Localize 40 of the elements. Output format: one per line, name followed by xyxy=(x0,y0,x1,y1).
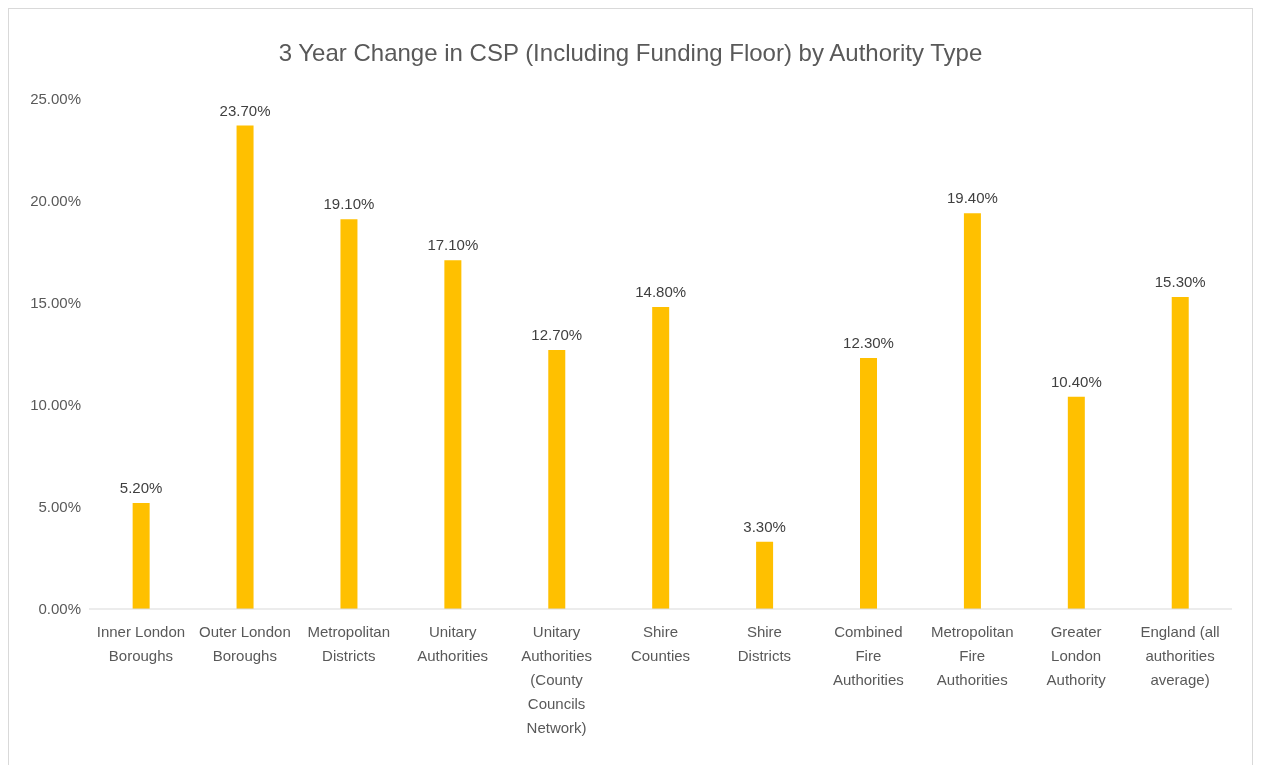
x-tick-label: Shire Counties xyxy=(630,623,691,664)
y-tick-label: 10.00% xyxy=(30,396,81,414)
bar xyxy=(236,125,254,609)
y-tick-label: 0.00% xyxy=(38,600,81,618)
x-tick-label: Unitary Authorities (County Councils Network) xyxy=(521,623,593,736)
y-tick-label: 15.00% xyxy=(30,294,81,312)
bar xyxy=(652,307,670,609)
bar xyxy=(444,260,462,609)
x-tick-label: Combined Fire Authorities xyxy=(832,623,904,688)
data-label: 12.70% xyxy=(531,325,583,343)
bar xyxy=(756,541,774,609)
x-tick-label: England (all authorities average) xyxy=(1140,623,1220,688)
x-tick-label: Metropolitan Fire Authorities xyxy=(930,623,1014,688)
data-label: 19.40% xyxy=(946,189,998,207)
x-tick-label: Unitary Authorities xyxy=(417,623,489,664)
x-tick-label: Shire Districts xyxy=(737,623,792,664)
data-label: 12.30% xyxy=(843,334,894,352)
data-label: 23.70% xyxy=(219,101,271,119)
x-tick-label: Outer London Boroughs xyxy=(198,623,291,664)
bar xyxy=(548,349,566,609)
data-label: 10.40% xyxy=(1050,372,1102,390)
data-label: 14.80% xyxy=(635,283,687,301)
x-tick-label: Metropolitan Districts xyxy=(307,623,391,664)
bar xyxy=(132,502,150,609)
chart-title: 3 Year Change in CSP (Including Funding Floor) by Authority Type xyxy=(277,38,984,68)
bar xyxy=(1067,396,1085,609)
bar xyxy=(340,219,358,609)
y-tick-label: 5.00% xyxy=(38,498,81,516)
x-tick-label: Inner London Boroughs xyxy=(96,623,186,664)
data-label: 19.10% xyxy=(323,195,375,213)
bar xyxy=(1171,296,1189,609)
bar xyxy=(963,213,981,609)
data-label: 3.30% xyxy=(743,517,786,535)
x-tick-label: Greater London Authority xyxy=(1046,623,1107,688)
y-tick-label: 20.00% xyxy=(30,192,81,210)
bar xyxy=(860,358,878,609)
data-label: 17.10% xyxy=(427,236,479,254)
data-label: 15.30% xyxy=(1154,272,1206,290)
data-label: 5.20% xyxy=(119,478,163,496)
y-tick-label: 25.00% xyxy=(30,90,81,108)
